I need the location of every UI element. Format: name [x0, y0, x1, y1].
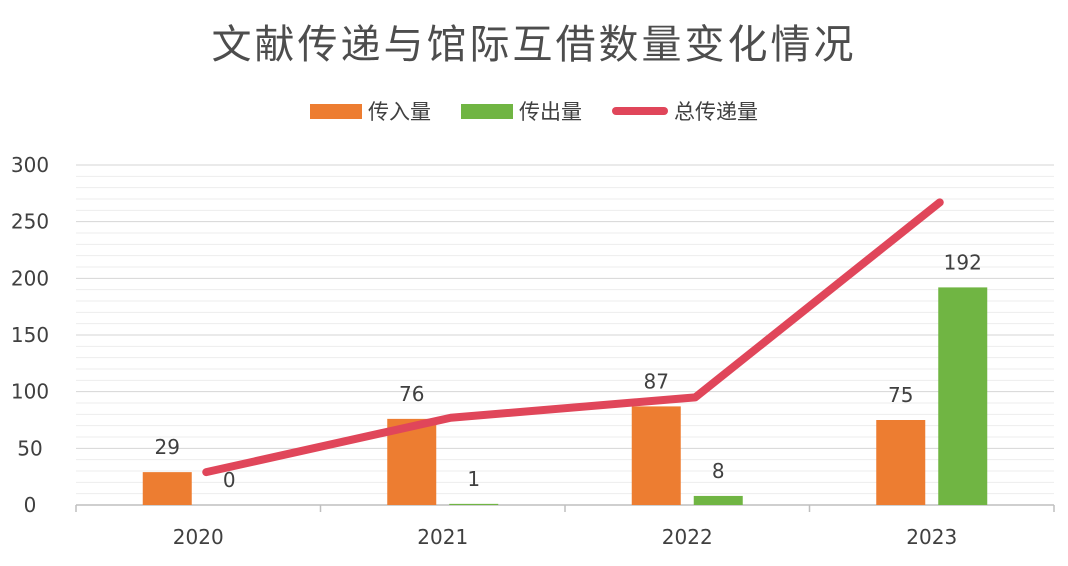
y-tick-label: 0	[24, 493, 37, 517]
y-tick-label: 100	[11, 380, 49, 404]
x-tick-label: 2022	[662, 525, 713, 549]
y-tick-label: 50	[17, 436, 42, 460]
data-label-inbound: 29	[155, 435, 180, 459]
data-label-outbound: 192	[944, 250, 982, 274]
legend-item-outbound: 传出量	[461, 96, 582, 126]
legend-swatch-inbound	[310, 103, 362, 119]
bar-outbound	[938, 287, 988, 505]
legend-label-total: 总传递量	[674, 100, 758, 124]
x-tick-label: 2020	[173, 525, 224, 549]
bar-inbound	[142, 472, 192, 505]
x-tick-label: 2021	[417, 525, 468, 549]
x-tick-label: 2023	[906, 525, 957, 549]
bar-outbound	[449, 503, 499, 505]
legend-swatch-outbound	[461, 103, 513, 119]
data-label-inbound: 87	[644, 369, 669, 393]
legend-label-outbound: 传出量	[519, 100, 582, 124]
chart-title: 文献传递与馆际互借数量变化情况	[211, 22, 857, 68]
bar-inbound	[876, 420, 926, 505]
y-tick-label: 150	[11, 323, 49, 347]
y-tick-label: 250	[11, 210, 49, 234]
y-tick-label: 300	[11, 153, 49, 177]
data-label-outbound: 8	[712, 459, 725, 483]
data-label-inbound: 76	[399, 382, 424, 406]
data-label-inbound: 75	[888, 383, 913, 407]
legend-label-inbound: 传入量	[368, 100, 431, 124]
bar-inbound	[631, 406, 681, 505]
bar-outbound	[693, 495, 743, 505]
data-label-outbound: 1	[467, 467, 480, 491]
legend-item-total: 总传递量	[612, 96, 758, 126]
line-total	[202, 198, 944, 477]
legend: 传入量 传出量 总传递量	[0, 96, 1068, 126]
legend-swatch-total	[612, 107, 668, 115]
legend-item-inbound: 传入量	[310, 96, 431, 126]
data-label-outbound: 0	[223, 468, 236, 492]
y-tick-label: 200	[11, 266, 49, 290]
